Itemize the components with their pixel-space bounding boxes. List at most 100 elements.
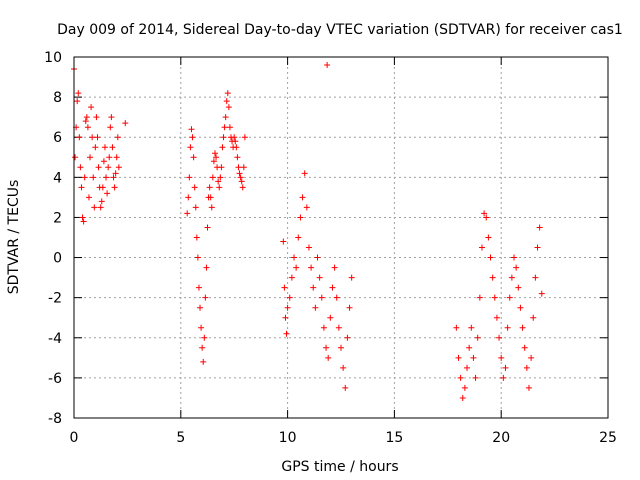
data-point: [100, 158, 107, 165]
data-point: [323, 344, 330, 351]
data-point: [90, 174, 97, 181]
data-point: [232, 138, 239, 145]
data-point: [318, 294, 325, 301]
data-point: [106, 154, 113, 161]
data-point: [234, 154, 241, 161]
data-point: [85, 194, 92, 201]
data-point: [342, 384, 349, 391]
x-tick-label: 0: [70, 430, 79, 446]
data-point: [74, 98, 81, 105]
data-point: [487, 254, 494, 261]
data-point: [493, 314, 500, 321]
axis-ticks: [73, 56, 609, 419]
y-tick-label: 0: [53, 251, 62, 267]
data-point: [209, 174, 216, 181]
data-point: [236, 170, 243, 177]
data-point: [513, 264, 520, 271]
data-point: [530, 314, 537, 321]
data-point: [532, 274, 539, 281]
data-point: [192, 204, 199, 211]
y-tick-label: 10: [44, 50, 62, 66]
data-point: [217, 174, 224, 181]
data-point: [312, 304, 319, 311]
data-point: [316, 274, 323, 281]
data-point: [198, 324, 205, 331]
data-point: [104, 190, 111, 197]
data-point: [109, 144, 116, 151]
data-point: [528, 354, 535, 361]
data-point: [206, 184, 213, 191]
data-point: [203, 264, 210, 271]
data-point: [199, 344, 206, 351]
data-point: [331, 264, 338, 271]
x-tick-label: 20: [492, 430, 510, 446]
data-point: [284, 304, 291, 311]
data-point: [457, 374, 464, 381]
data-point: [464, 364, 471, 371]
data-point: [485, 234, 492, 241]
data-point: [500, 374, 507, 381]
data-point: [340, 364, 347, 371]
data-point: [201, 334, 208, 341]
data-point: [195, 284, 202, 291]
data-point: [84, 124, 91, 131]
data-point: [81, 174, 88, 181]
data-point: [103, 174, 110, 181]
data-point: [79, 214, 86, 221]
data-point: [238, 178, 245, 185]
data-point: [523, 364, 530, 371]
data-point: [225, 104, 232, 111]
data-point: [226, 124, 233, 131]
data-point: [218, 164, 225, 171]
data-point: [222, 114, 229, 121]
data-point: [88, 104, 95, 111]
data-point: [453, 324, 460, 331]
data-point: [240, 164, 247, 171]
data-point: [324, 62, 331, 69]
data-point: [91, 204, 98, 211]
data-point: [76, 134, 83, 141]
data-point: [112, 170, 119, 177]
data-point: [299, 194, 306, 201]
data-point: [459, 394, 466, 401]
data-point: [511, 254, 518, 261]
data-point: [82, 118, 89, 125]
data-point: [185, 194, 192, 201]
data-point: [202, 294, 209, 301]
data-point: [348, 274, 355, 281]
data-point: [305, 244, 312, 251]
data-point: [517, 304, 524, 311]
data-point: [491, 294, 498, 301]
data-point: [288, 274, 295, 281]
data-point: [297, 214, 304, 221]
data-point: [538, 290, 545, 297]
data-point: [280, 238, 287, 245]
data-point: [213, 154, 220, 161]
data-point: [193, 234, 200, 241]
data-point: [80, 218, 87, 225]
data-point: [83, 114, 90, 121]
data-point: [281, 284, 288, 291]
data-point: [470, 354, 477, 361]
data-point: [219, 144, 226, 151]
data-point: [461, 384, 468, 391]
data-points: [71, 62, 545, 401]
data-point: [536, 224, 543, 231]
data-point: [94, 134, 101, 141]
data-point: [107, 124, 114, 131]
data-point: [237, 174, 244, 181]
data-point: [335, 324, 342, 331]
data-point: [188, 126, 195, 133]
data-point: [489, 274, 496, 281]
y-tick-label: -6: [48, 371, 62, 387]
data-point: [78, 184, 85, 191]
x-tick-label: 10: [279, 430, 297, 446]
data-point: [200, 358, 207, 365]
y-axis-label: SDTVAR / TECUs: [6, 180, 22, 295]
data-point: [92, 144, 99, 151]
data-point: [519, 324, 526, 331]
plot-frame: [73, 56, 609, 419]
data-point: [481, 210, 488, 217]
data-point: [320, 324, 327, 331]
